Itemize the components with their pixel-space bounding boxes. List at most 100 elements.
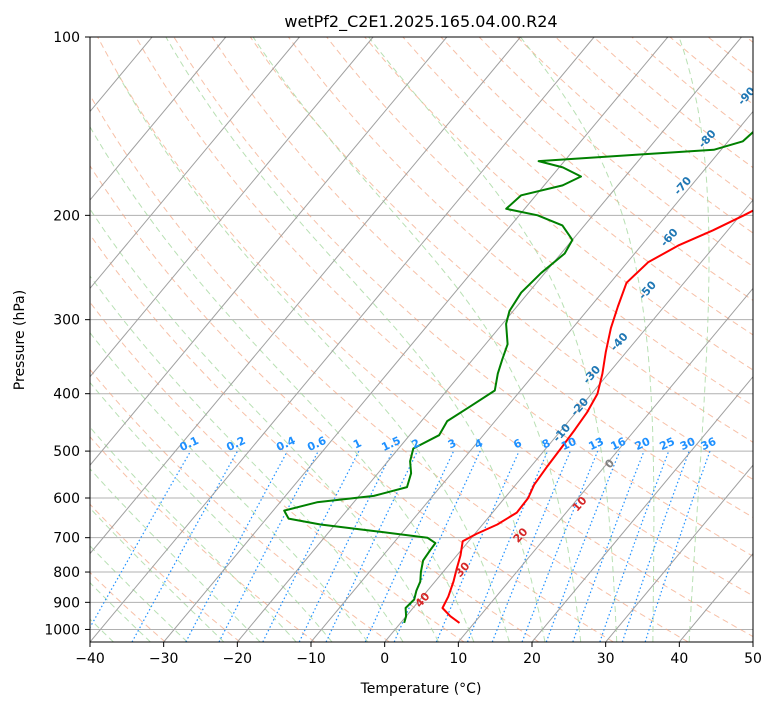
moist-adiabat-line — [90, 426, 297, 642]
isotherm-line — [90, 37, 595, 642]
chart-title: wetPf2_C2E1.2025.165.04.00.R24 — [284, 12, 557, 32]
isotherm-line — [310, 110, 753, 642]
mixing-ratio-line — [572, 450, 645, 642]
moist-adiabat-label: -100 — [748, 49, 775, 78]
dry-adiabat-line — [249, 37, 753, 481]
mixing-ratio-label: 10 — [559, 435, 579, 453]
isotherm-line — [90, 37, 521, 555]
mixing-ratio-line — [599, 450, 670, 642]
mixing-ratio-label: 25 — [658, 435, 677, 453]
mixing-ratio-line — [435, 450, 520, 642]
dry-adiabat-line — [90, 164, 614, 642]
y-tick-label: 100 — [53, 30, 80, 46]
moist-adiabat-label: -70 — [671, 174, 694, 198]
y-tick-label: 800 — [53, 565, 80, 581]
x-tick-label: 40 — [670, 651, 688, 667]
mixing-ratio-line — [521, 450, 599, 642]
moist-adiabat-label: -90 — [735, 84, 758, 108]
isotherm-line — [90, 37, 227, 201]
mixing-ratio-line — [466, 450, 549, 642]
isotherm-line — [90, 37, 300, 290]
x-tick-label: 0 — [380, 651, 389, 667]
plot-frame — [89, 36, 754, 643]
mixing-ratio-line — [325, 450, 418, 642]
y-tick-label: 1000 — [44, 622, 80, 638]
isotherm-line — [384, 199, 753, 642]
isotherm-line — [236, 37, 742, 642]
mixing-ratio-label: 30 — [678, 435, 698, 453]
mixing-ratio-line — [545, 450, 621, 642]
temperature-profile-line — [441, 209, 753, 624]
moist-adiabat-label: -50 — [636, 278, 659, 302]
mixing-ratio-label: 16 — [609, 435, 629, 453]
mixing-ratio-label: 6 — [511, 436, 524, 451]
x-tick-label: −40 — [75, 651, 105, 667]
dry-adiabat-line — [90, 436, 316, 642]
isotherm-line — [90, 37, 374, 378]
x-tick-label: −20 — [223, 651, 253, 667]
dry-adiabat-line — [90, 94, 689, 642]
mixing-ratio-line — [644, 450, 711, 642]
x-tick-label: 50 — [744, 651, 762, 667]
isotherm-line — [605, 464, 753, 642]
y-tick-label: 900 — [53, 595, 80, 611]
mixing-ratio-line — [131, 450, 239, 642]
mixing-ratio-line — [621, 450, 690, 642]
x-axis-label: Temperature (°C) — [360, 681, 482, 697]
moist-adiabat-line — [90, 125, 475, 642]
dry-adiabat-line — [90, 368, 390, 642]
x-tick-label: 30 — [597, 651, 615, 667]
mixing-ratio-label: 4 — [473, 436, 486, 451]
mixing-ratio-label: 20 — [633, 435, 653, 453]
y-axis-label: Pressure (hPa) — [12, 290, 28, 390]
mixing-ratio-label: 8 — [540, 436, 552, 451]
moist-adiabat-line — [678, 37, 710, 642]
mixing-ratio-label: 1 — [351, 436, 363, 451]
mixing-ratio-line — [393, 450, 481, 642]
mixing-ratio-label: 13 — [587, 435, 606, 453]
dry-adiabat-line — [707, 37, 753, 74]
dry-adiabat-label: 0 — [602, 456, 617, 471]
dry-adiabat-line — [135, 37, 753, 597]
moist-adiabat-label: -80 — [696, 127, 719, 151]
y-tick-label: 200 — [53, 208, 80, 224]
dry-adiabat-label: 20 — [511, 525, 531, 545]
dry-adiabat-line — [364, 37, 753, 371]
moist-adiabat-line — [252, 37, 582, 642]
y-tick-label: 400 — [53, 387, 80, 403]
x-tick-label: −30 — [149, 651, 179, 667]
moist-adiabat-line — [90, 331, 369, 642]
x-tick-label: −10 — [296, 651, 326, 667]
dry-adiabat-line — [211, 37, 753, 518]
isotherm-line — [163, 37, 669, 642]
moist-adiabat-line — [520, 37, 655, 642]
moist-adiabat-line — [90, 275, 404, 642]
isotherm-line — [0, 37, 5, 642]
x-tick-label: 10 — [449, 651, 467, 667]
dry-adiabat-line — [326, 37, 753, 407]
isotherm-line — [752, 641, 753, 642]
dewpoint-profile-line — [283, 130, 753, 624]
mixing-ratio-line — [90, 450, 192, 629]
plot-area: 0.1 0.2 0.4 0.6 1 1.5 2 3 4 6 8 10 13 16 20 25 30 36-100-… — [0, 37, 775, 642]
isotherm-line — [531, 375, 753, 642]
moist-adiabat-line — [165, 37, 546, 642]
moist-adiabat-line — [90, 581, 151, 642]
dry-adiabat-line — [745, 37, 753, 43]
mixing-ratio-label: 36 — [699, 435, 719, 453]
moist-adiabat-line — [90, 507, 225, 642]
dry-adiabat-line — [669, 37, 753, 105]
y-tick-label: 700 — [53, 531, 80, 547]
dry-adiabat-line — [90, 503, 241, 642]
y-tick-label: 300 — [53, 313, 80, 329]
moist-adiabat-line — [116, 72, 510, 642]
isotherm-line — [678, 552, 753, 642]
dry-adiabat-line — [90, 233, 540, 642]
isotherm-line — [457, 287, 753, 642]
isotherm-line — [90, 37, 448, 466]
moist-adiabat-line — [90, 468, 261, 642]
y-tick-label: 600 — [53, 491, 80, 507]
dry-adiabat-line — [516, 37, 753, 234]
mixing-ratio-line — [298, 450, 394, 642]
